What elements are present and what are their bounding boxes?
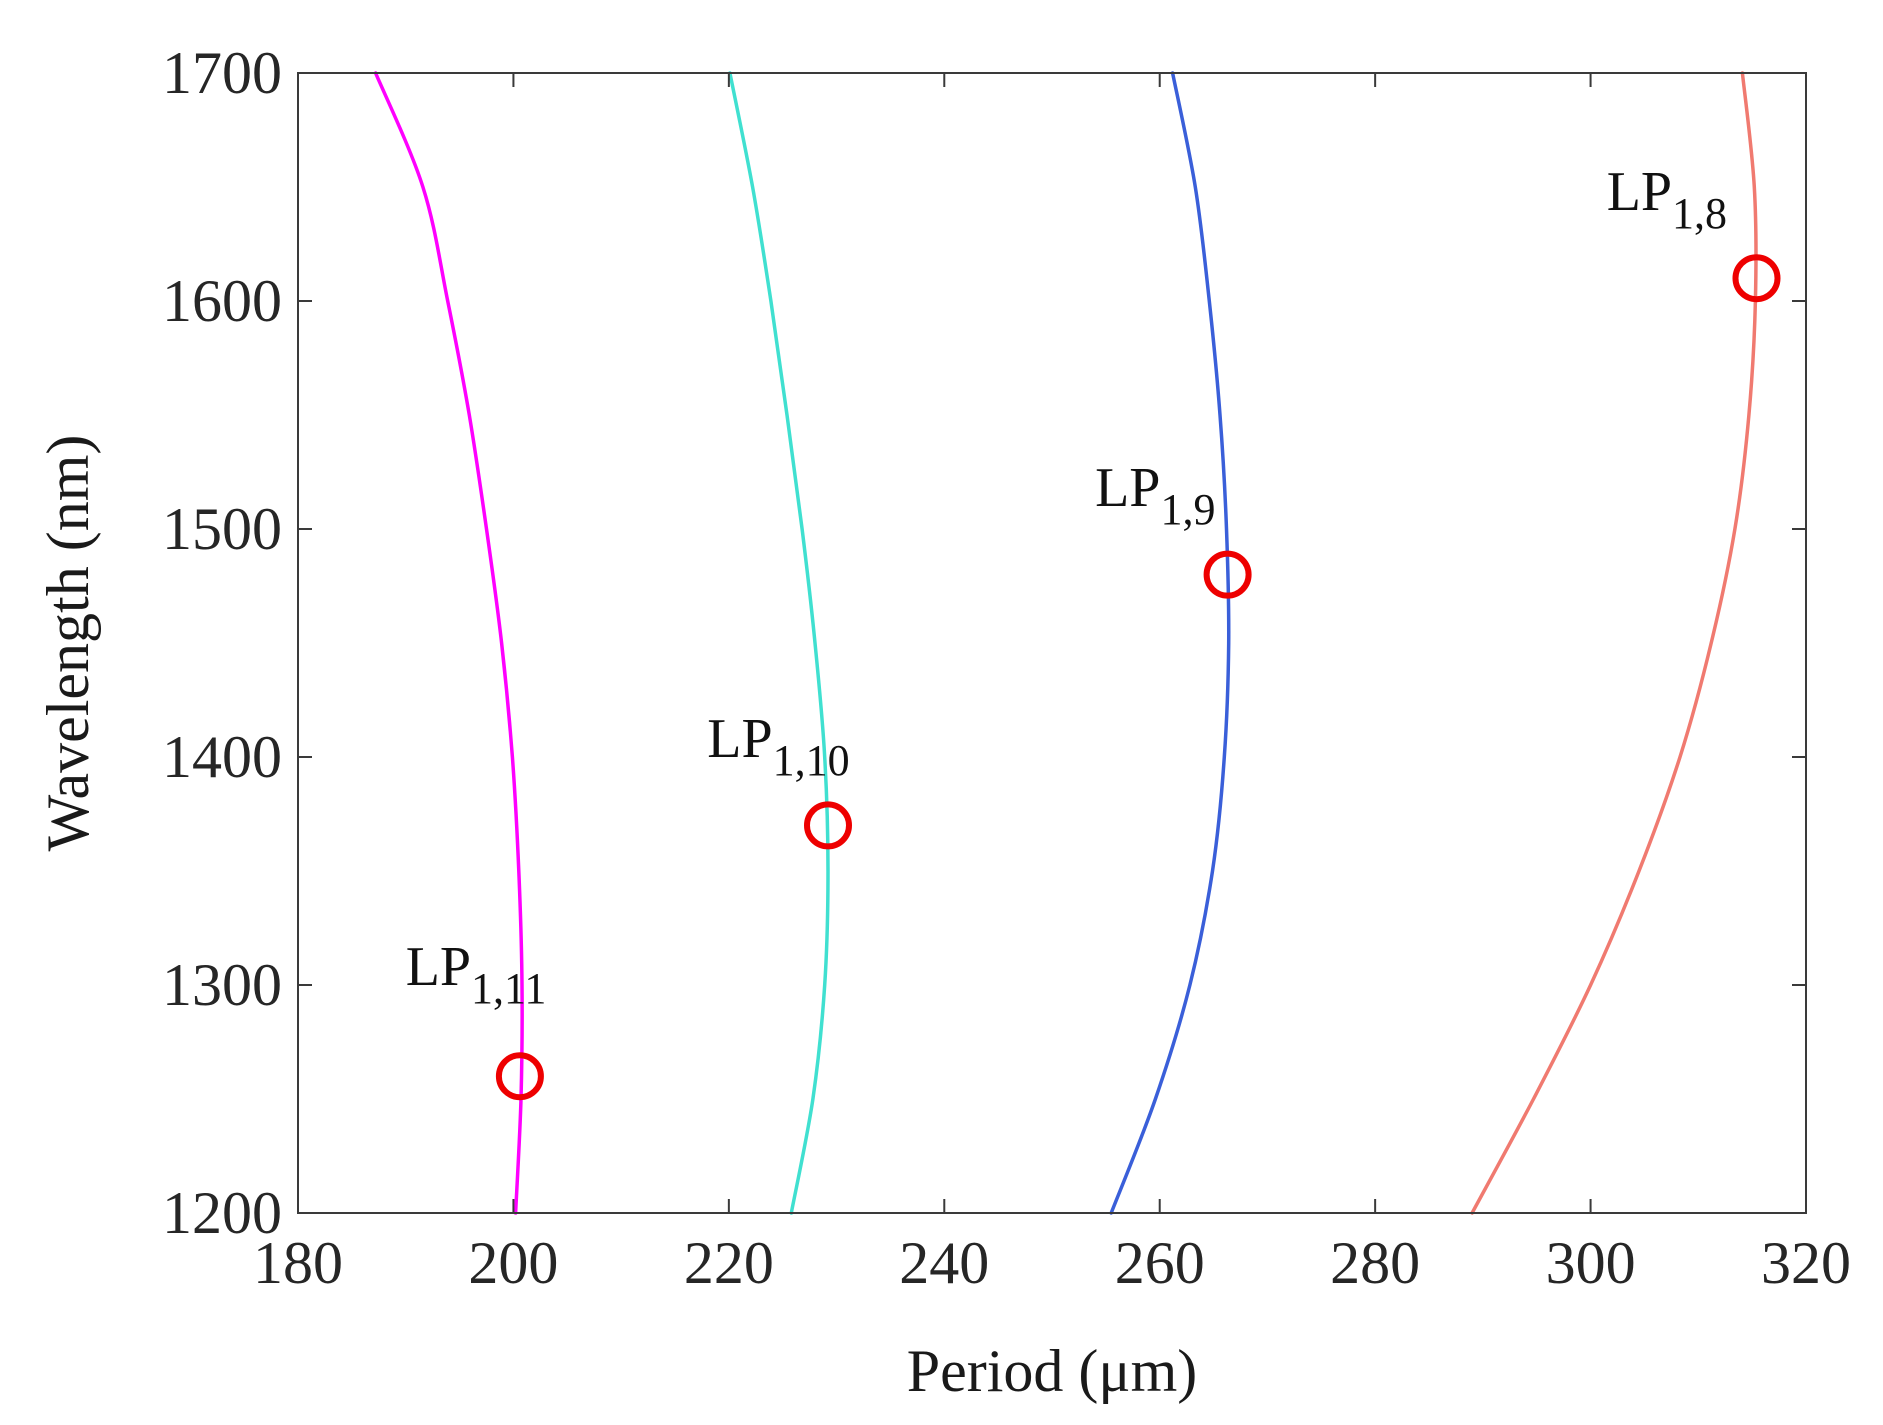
x-tick-label: 180 <box>253 1230 343 1296</box>
x-tick-label: 240 <box>899 1230 989 1296</box>
annotation-lp1-11: LP1,11 <box>406 936 547 1013</box>
annotation-lp1-10: LP1,10 <box>707 708 849 785</box>
axes-frame <box>297 72 1807 1214</box>
series-line-lp1-10 <box>728 71 830 1215</box>
annotation-lp1-9: LP1,9 <box>1095 457 1215 534</box>
series-line-lp1-9 <box>1109 71 1231 1215</box>
x-axis-label: Period (μm) <box>907 1338 1197 1404</box>
y-tick-label: 1300 <box>162 952 282 1018</box>
x-tick-label: 220 <box>684 1230 774 1296</box>
marker-lp1-11 <box>495 1052 544 1101</box>
marker-lp1-9 <box>1203 550 1252 599</box>
marker-lp1-8 <box>1732 254 1781 303</box>
y-tick-label: 1600 <box>162 268 282 334</box>
x-tick-label: 280 <box>1330 1230 1420 1296</box>
y-axis: 1200 1300 1400 1500 1600 1700 <box>162 40 1806 1246</box>
y-axis-label: Wavelength (nm) <box>35 435 101 852</box>
annotation-lp1-8: LP1,8 <box>1607 161 1727 238</box>
x-tick-label: 260 <box>1115 1230 1205 1296</box>
y-tick-label: 1400 <box>162 724 282 790</box>
x-tick-label: 200 <box>468 1230 558 1296</box>
y-tick-label: 1500 <box>162 496 282 562</box>
series-line-lp1-8 <box>1470 71 1758 1215</box>
annotations: LP1,11 LP1,10 LP1,9 LP1,8 <box>406 161 1727 1013</box>
marker-lp1-10 <box>804 801 852 850</box>
y-tick-label: 1700 <box>162 40 282 106</box>
y-tick-label: 1200 <box>162 1180 282 1246</box>
x-axis: 180 200 220 240 260 280 300 320 <box>253 73 1851 1296</box>
x-tick-label: 300 <box>1546 1230 1636 1296</box>
x-tick-label: 320 <box>1761 1230 1851 1296</box>
plot-area <box>373 71 1781 1215</box>
series-line-lp1-11 <box>373 71 524 1215</box>
